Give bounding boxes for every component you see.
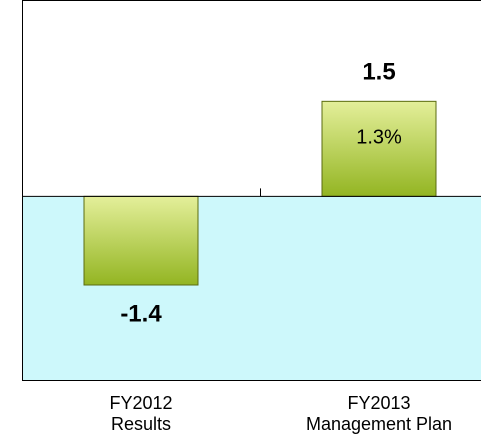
bar-annotation: 1.3% bbox=[356, 127, 402, 149]
x-tick-label: FY2012 Results bbox=[109, 393, 172, 434]
x-tick-label: FY2013 Management Plan bbox=[306, 393, 452, 434]
data-label: 1.5 bbox=[362, 59, 395, 86]
bar bbox=[83, 195, 199, 286]
data-label: -1.4 bbox=[120, 300, 162, 327]
bar bbox=[321, 100, 437, 197]
